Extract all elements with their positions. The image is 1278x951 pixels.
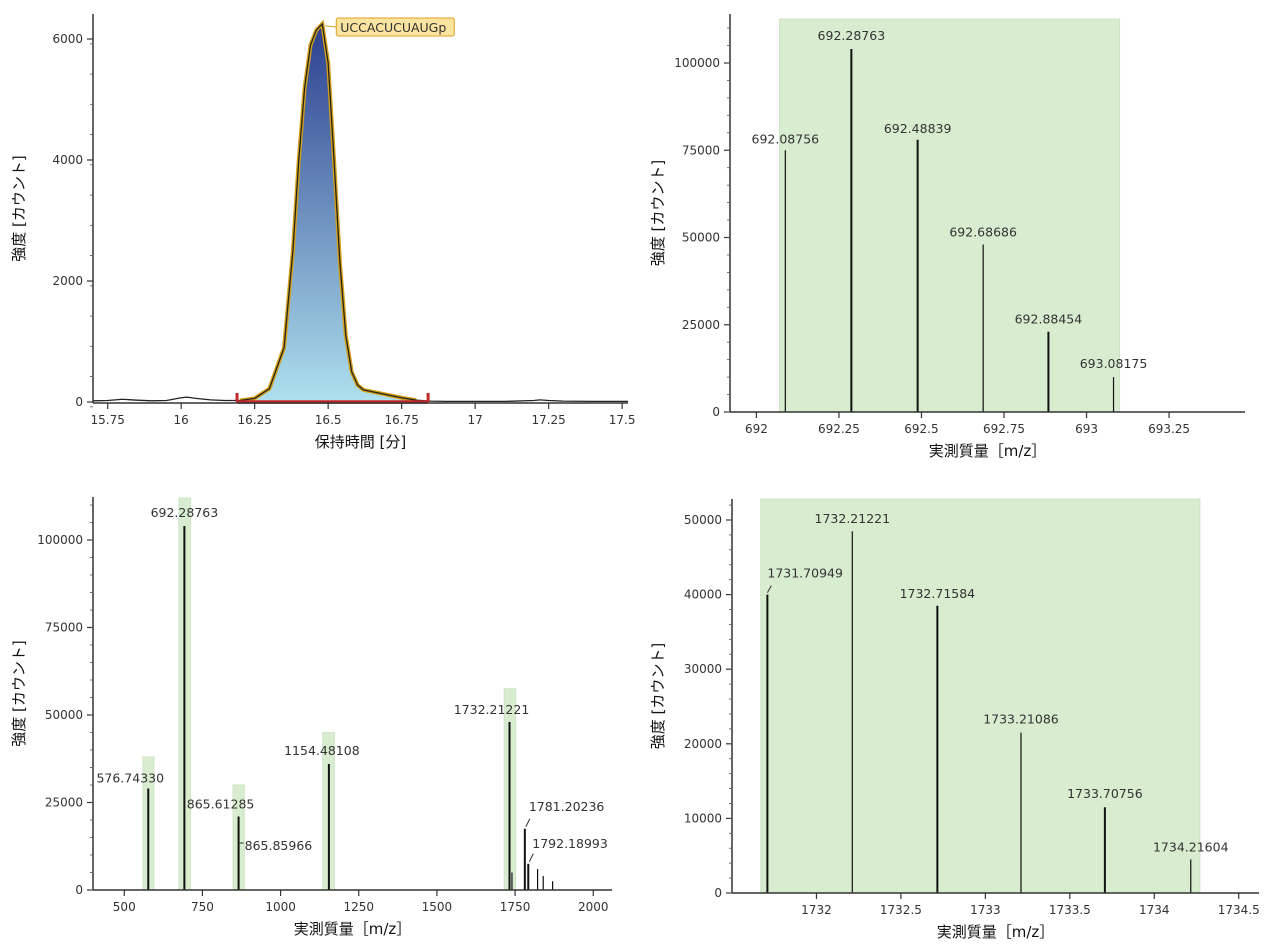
- x-tick-label: 1250: [343, 900, 374, 914]
- full-spectrum-panel: 576.74330 692.28763 865.61285 865.85966 1154…: [0, 473, 639, 947]
- x-tick-label: 692.75: [983, 422, 1025, 436]
- y-tick-label: 50000: [682, 231, 720, 245]
- y-tick-label: 30000: [684, 662, 722, 676]
- peak-label: 692.48839: [884, 121, 952, 136]
- x-tick-label: 1734.5: [1218, 903, 1260, 917]
- y-tick-label: 0: [75, 395, 83, 409]
- annotation-box: [335, 17, 455, 37]
- chromatogram-panel: UCCACUCUAUGp 0 2000 4000 6000 15.75 16 16.25 16.…: [0, 0, 639, 473]
- x-tick-label: 1732.5: [880, 903, 922, 917]
- peak-label: 576.74330: [96, 771, 164, 786]
- x-axis-title: 保持時間 [分]: [315, 433, 406, 451]
- y-tick-label: 75000: [45, 621, 83, 635]
- y-tick-label: 20000: [684, 737, 722, 751]
- peak-label: 1732.71584: [900, 586, 976, 601]
- y-tick-label: 0: [712, 405, 720, 419]
- y-tick-label: 100000: [674, 56, 720, 70]
- x-tick-label: 16.75: [384, 413, 418, 427]
- x-tick-label: 692.25: [818, 422, 860, 436]
- y-axis-title: 強度 [カウント]: [10, 640, 28, 746]
- full-spectrum-chart: 576.74330 692.28763 865.61285 865.85966 1154…: [10, 497, 612, 938]
- peak-label: 1781.20236: [529, 799, 605, 814]
- peak-label: 692.28763: [818, 28, 886, 43]
- peak-label-leader: [766, 585, 772, 593]
- peak-label: 692.68686: [949, 224, 1017, 239]
- x-tick-label: 692.5: [904, 422, 938, 436]
- peak-label: 1154.48108: [284, 743, 360, 758]
- x-tick-label: 16.25: [237, 413, 271, 427]
- x-tick-label: 17: [468, 413, 483, 427]
- highlight-window: [779, 18, 1121, 413]
- x-tick-label: 500: [113, 900, 136, 914]
- peak-label: 1731.70949: [767, 566, 843, 581]
- peak-label: 692.88454: [1015, 312, 1083, 327]
- annotation-label: UCCACUCUAUGp: [340, 20, 446, 35]
- x-tick-label: 693.25: [1148, 422, 1190, 436]
- peak-area: [239, 23, 417, 402]
- x-axis-title: 実測質量［m/z］: [294, 920, 412, 938]
- x-tick-label: 2000: [578, 900, 609, 914]
- y-axis-title: 強度 [カウント]: [649, 160, 667, 266]
- isotope-spectrum-1732-chart: 1731.70949 1732.21221 1732.71584 1733.21086…: [649, 498, 1260, 941]
- x-tick-label: 1734: [1139, 903, 1170, 917]
- x-tick-label: 1750: [500, 900, 531, 914]
- peak-label: 692.08756: [752, 131, 820, 146]
- peak-label: 1734.21604: [1153, 839, 1229, 854]
- isotope-spectrum-692-chart: 692.08756 692.28763 692.48839 692.68686 692.…: [649, 14, 1245, 460]
- x-axis-title: 実測質量［m/z］: [929, 442, 1047, 460]
- peak-label: 865.61285: [187, 797, 255, 812]
- y-tick-label: 0: [75, 883, 83, 897]
- x-tick-label: 1500: [422, 900, 453, 914]
- isotope-spectrum-692-panel: 692.08756 692.28763 692.48839 692.68686 692.…: [639, 0, 1278, 473]
- x-tick-label: 1732: [801, 903, 832, 917]
- peak-label: 692.28763: [151, 505, 219, 520]
- y-tick-label: 0: [714, 886, 722, 900]
- x-tick-label: 692: [745, 422, 768, 436]
- y-tick-label: 10000: [684, 811, 722, 825]
- chromatogram-trace: [92, 22, 628, 403]
- y-tick-label: 50000: [45, 708, 83, 722]
- chromatogram-chart: UCCACUCUAUGp 0 2000 4000 6000 15.75 16 16.25 16.…: [10, 14, 636, 451]
- y-tick-label: 2000: [52, 274, 83, 288]
- x-tick-label: 1000: [265, 900, 296, 914]
- peak-label-leader: [528, 853, 534, 862]
- y-tick-label: 25000: [682, 318, 720, 332]
- peak-label: 1792.18993: [532, 836, 608, 851]
- peak-label: 1733.21086: [983, 712, 1059, 727]
- isotope-spectrum-1732-panel: 1731.70949 1732.21221 1732.71584 1733.21086…: [639, 473, 1278, 947]
- x-tick-label: 16: [174, 413, 189, 427]
- y-tick-label: 75000: [682, 143, 720, 157]
- x-tick-label: 17.25: [531, 413, 565, 427]
- y-tick-label: 4000: [52, 153, 83, 167]
- y-axis-title: 強度 [カウント]: [10, 155, 28, 261]
- peak-label: 1732.21221: [454, 702, 530, 717]
- x-axis-title: 実測質量［m/z］: [937, 923, 1055, 941]
- y-axis-title: 強度 [カウント]: [649, 643, 667, 749]
- peak-label: 1732.21221: [815, 511, 891, 526]
- x-tick-label: 693: [1075, 422, 1098, 436]
- peak-label-leader: [525, 818, 531, 827]
- peak-label: 1733.70756: [1067, 786, 1143, 801]
- y-tick-label: 100000: [37, 533, 83, 547]
- peak-label: 693.08175: [1080, 356, 1148, 371]
- peak-label: 865.85966: [245, 838, 313, 853]
- y-tick-label: 40000: [684, 588, 722, 602]
- y-tick-label: 6000: [52, 32, 83, 46]
- x-tick-label: 16.5: [315, 413, 342, 427]
- annotation-leader: [325, 25, 337, 28]
- x-tick-label: 15.75: [91, 413, 125, 427]
- highlight-window: [760, 498, 1201, 894]
- y-tick-label: 25000: [45, 796, 83, 810]
- x-tick-label: 1733.5: [1049, 903, 1091, 917]
- y-tick-label: 50000: [684, 513, 722, 527]
- x-tick-label: 1733: [970, 903, 1001, 917]
- x-tick-label: 750: [191, 900, 214, 914]
- x-tick-label: 17.5: [609, 413, 636, 427]
